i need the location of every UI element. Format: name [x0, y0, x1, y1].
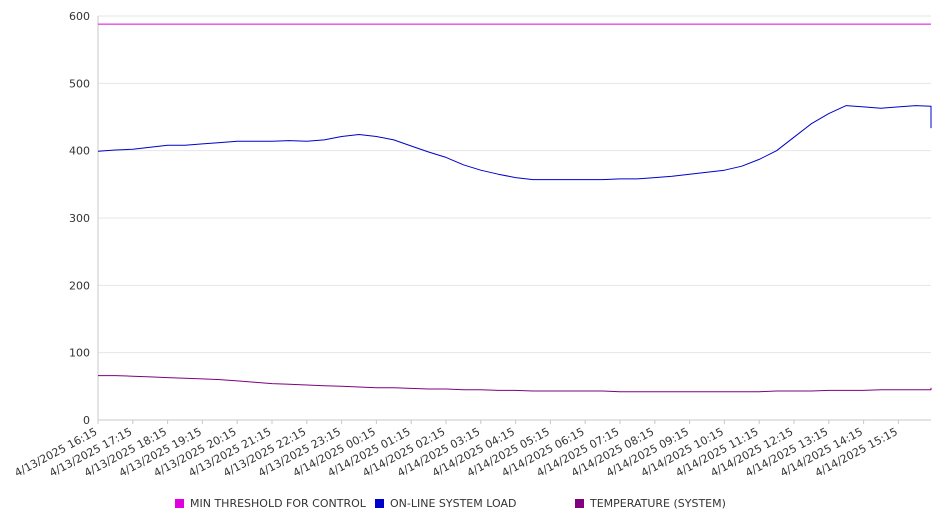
series-line-temperature [98, 375, 932, 393]
y-tick-labels: 0 100 200 300 400 500 600 [69, 10, 90, 427]
x-tick-labels: 4/13/2025 16:154/13/2025 17:154/13/2025 … [12, 425, 899, 479]
legend-swatch-system-load [375, 499, 384, 508]
legend-swatch-temperature [575, 499, 584, 508]
series-lines [97, 23, 932, 393]
y-tick-label: 0 [83, 414, 90, 427]
legend-item-system-load[interactable]: ON-LINE SYSTEM LOAD [375, 497, 516, 510]
y-tick-label: 400 [69, 145, 90, 158]
gridlines [98, 15, 931, 354]
series-line-system-load [97, 105, 932, 181]
legend-label-min-threshold: MIN THRESHOLD FOR CONTROL [190, 497, 366, 510]
legend-item-min-threshold[interactable]: MIN THRESHOLD FOR CONTROL [175, 497, 366, 510]
axes [97, 16, 931, 424]
y-tick-label: 600 [69, 10, 90, 23]
legend-label-system-load: ON-LINE SYSTEM LOAD [390, 497, 517, 510]
legend-label-temperature: TEMPERATURE (SYSTEM) [590, 497, 726, 510]
legend-item-temperature[interactable]: TEMPERATURE (SYSTEM) [575, 497, 726, 510]
y-tick-label: 300 [69, 212, 90, 225]
y-tick-label: 200 [69, 279, 90, 292]
y-tick-label: 100 [69, 347, 90, 360]
legend: MIN THRESHOLD FOR CONTROL ON-LINE SYSTEM… [0, 497, 946, 515]
y-tick-label: 500 [69, 77, 90, 90]
legend-swatch-min-threshold [175, 499, 184, 508]
